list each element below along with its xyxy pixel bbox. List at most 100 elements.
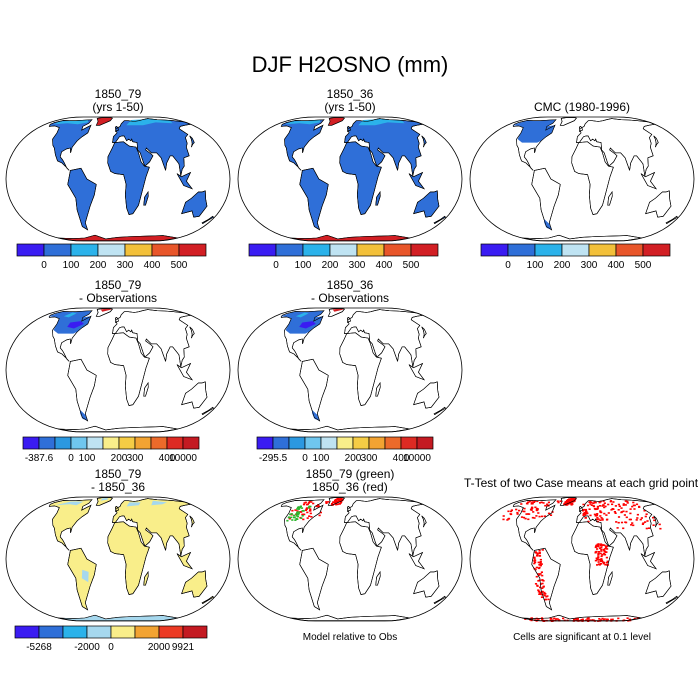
significant-cell: [515, 508, 518, 511]
significant-cell: [539, 592, 542, 594]
significant-cell: [540, 571, 543, 573]
significant-cell-antarctica: [541, 618, 544, 620]
case-green-cell: [299, 505, 302, 508]
significant-cell: [629, 518, 632, 521]
significant-cell: [625, 516, 628, 519]
coastline-eurasia: [576, 118, 656, 176]
significant-cell: [633, 504, 636, 507]
colorbar-swatch: [182, 436, 200, 450]
significant-cell: [628, 518, 631, 521]
colorbar-label: 300: [117, 260, 134, 271]
significant-cell: [586, 504, 590, 507]
significant-cell: [536, 508, 539, 510]
significant-cell: [611, 503, 614, 506]
panel-cmc: CMC (1980-1996): [466, 88, 698, 244]
significant-cell: [600, 546, 603, 549]
significant-cell: [536, 552, 539, 555]
significant-cell: [597, 518, 600, 520]
colorbar-swatch: [588, 243, 617, 257]
coastline-northAmerica: [48, 119, 93, 171]
significant-cell: [565, 504, 569, 506]
significant-cell: [530, 509, 533, 511]
panel-1850-36-minus-obs: 1850_36 - Observations: [234, 279, 466, 435]
significant-cell: [603, 544, 606, 546]
colorbar-swatch: [62, 625, 88, 639]
coastline-africa: [339, 141, 382, 215]
coastline-newzealand: [201, 406, 214, 415]
ttest-title: T-Test of two Case means at each grid po…: [463, 476, 699, 490]
case-green-cell: [295, 515, 298, 517]
significant-cell: [609, 500, 613, 502]
colorbar-label: 200: [90, 260, 107, 271]
significant-cell: [566, 501, 570, 504]
significant-cell: [595, 544, 598, 547]
significant-cell-antarctica: [623, 619, 626, 621]
colorbar-swatch: [102, 436, 120, 450]
case-red-cell: [303, 502, 306, 504]
coastline-japan: [421, 135, 427, 148]
case-red-cell: [310, 516, 313, 518]
colorbar-swatch: [178, 243, 207, 257]
coastline-australia: [413, 570, 440, 598]
colorbar-swatch: [124, 243, 153, 257]
case-green-cell: [300, 517, 303, 519]
significant-cell: [535, 552, 538, 554]
coastline-japan: [189, 135, 195, 148]
panel-1850-36: 1850_36 (yrs 1-50): [234, 88, 466, 244]
map-case-difference: [5, 496, 231, 622]
significant-cell: [592, 502, 595, 505]
significant-cell: [535, 515, 538, 517]
significant-cell: [625, 521, 628, 524]
case-red-cell: [334, 503, 337, 505]
significant-cell-antarctica: [554, 618, 558, 620]
significant-cell: [624, 504, 627, 506]
case-red-cell: [309, 512, 312, 515]
significant-cell: [549, 514, 553, 516]
coastline-southAmerica: [299, 547, 329, 611]
significant-cell: [598, 551, 601, 553]
significant-cell: [606, 518, 609, 521]
significant-cell: [594, 559, 597, 562]
significant-cell: [640, 517, 643, 519]
significant-cell: [644, 515, 647, 518]
significant-cell: [522, 516, 526, 519]
significant-cell: [582, 509, 585, 512]
coastline-australia: [413, 190, 440, 218]
coastline-northAmerica: [48, 499, 93, 551]
significant-cell: [516, 513, 519, 515]
significant-cell: [599, 519, 602, 521]
significant-cell: [588, 501, 591, 503]
significant-cell: [596, 516, 599, 519]
significant-cell: [542, 580, 545, 582]
significant-cell: [536, 555, 539, 557]
coastline-southAmerica: [67, 547, 97, 611]
panel-ttest: [466, 468, 698, 624]
europe-diff: [126, 502, 141, 507]
significant-cell: [520, 516, 524, 518]
significant-cell: [604, 505, 607, 508]
significant-cell: [602, 548, 605, 551]
case-red-cell: [302, 503, 306, 506]
significant-cell: [547, 598, 550, 601]
coastline-greenland: [327, 308, 345, 317]
significant-cell: [559, 500, 562, 502]
significant-cell: [617, 509, 620, 511]
significant-cell: [510, 510, 513, 513]
colorbar-swatch: [248, 243, 277, 257]
antarctica-high-snow: [290, 235, 410, 241]
case-green-cell: [293, 516, 296, 519]
case-red-cell: [291, 509, 294, 512]
significant-cell: [624, 500, 627, 502]
significant-cell: [620, 511, 624, 513]
coastline-australia: [413, 381, 440, 409]
coastline-africa: [339, 521, 382, 595]
coastline-africa: [107, 332, 150, 406]
colorbar-label: 300: [581, 260, 598, 271]
significant-cell: [626, 502, 629, 504]
case-red-cell: [338, 500, 341, 502]
case-red-cell: [290, 513, 293, 516]
case-green-cell: [300, 507, 304, 509]
map-border: [237, 116, 463, 242]
significant-cell: [543, 591, 546, 594]
significant-cell: [599, 500, 602, 503]
